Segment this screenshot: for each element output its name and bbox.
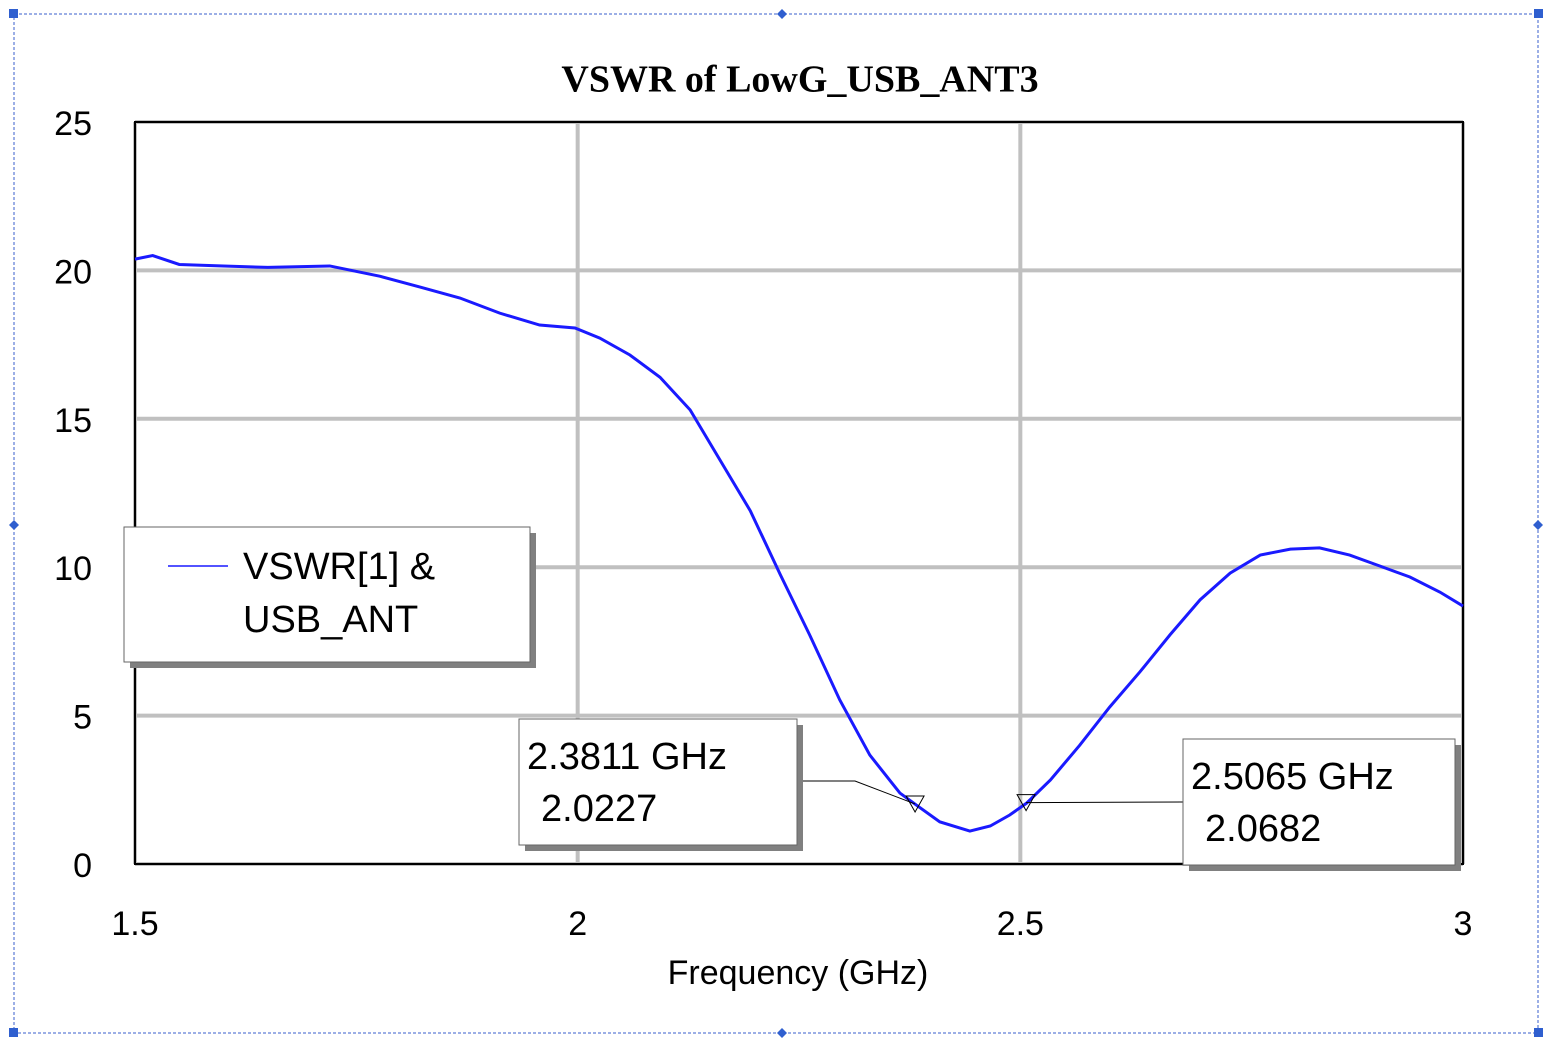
plot-frame [134,121,1464,865]
y-tick-label: 5 [73,699,92,737]
x-tick-label: 2.5 [997,905,1044,943]
legend-box [123,526,531,663]
annotation-box [1182,738,1456,866]
frame-handles [9,9,1543,1038]
leader-line [797,780,916,805]
annotation-frequency: 2.5065 GHz [1191,756,1394,798]
data-line [134,254,1464,833]
marker [905,795,925,813]
annotation-value: 2.0682 [1205,808,1321,850]
x-tick-label: 2 [568,905,587,943]
x-tick-label: 1.5 [111,905,158,943]
y-tick-label: 25 [54,105,92,143]
y-tick-label: 0 [73,847,92,885]
annotation-frequency: 2.3811 GHz [527,736,727,778]
x-axis-label: Frequency (GHz) [668,954,929,992]
annotation-box [518,718,798,846]
legend-label: VSWR[1] & USB_ANT [243,546,436,641]
annotation-value: 2.0227 [541,788,657,830]
frame [13,13,1539,1034]
x-tick-label: 3 [1454,905,1473,943]
leader-line [1026,801,1184,804]
y-tick-label: 15 [54,402,92,440]
y-tick-label: 20 [54,253,92,291]
chart-title: VSWR of LowG_USB_ANT3 [561,59,1038,101]
y-tick-label: 10 [54,550,92,588]
